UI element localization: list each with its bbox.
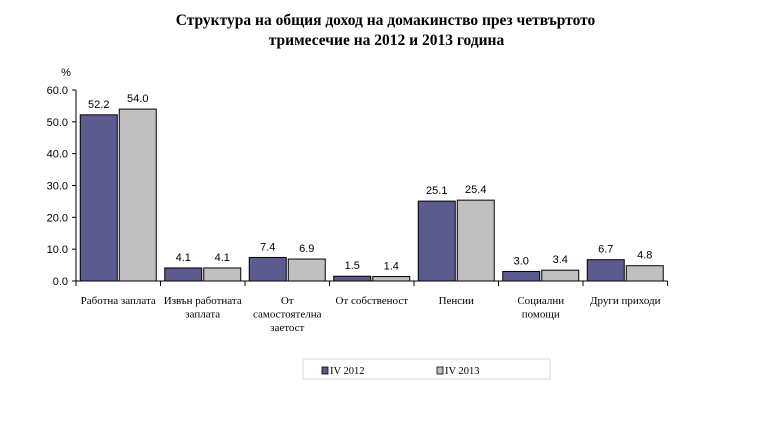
data-label: 1.5 bbox=[345, 260, 360, 272]
data-label: 7.4 bbox=[260, 241, 275, 253]
y-tick-label: 60.0 bbox=[47, 85, 68, 97]
bar bbox=[502, 270, 541, 282]
x-category-label: помощи bbox=[522, 309, 560, 321]
y-tick-label: 10.0 bbox=[47, 244, 68, 256]
x-category-label: самостоятелна bbox=[253, 309, 322, 321]
data-label: 4.1 bbox=[176, 252, 191, 264]
x-category-label: Извън работната bbox=[164, 295, 242, 307]
x-category-label: Социални bbox=[517, 295, 564, 307]
bar bbox=[456, 199, 495, 282]
x-category-label: Пенсии bbox=[439, 295, 474, 307]
chart-title-line-2: тримесечие на 2012 и 2013 година bbox=[268, 32, 505, 49]
y-axis-unit-label: % bbox=[61, 67, 71, 79]
legend-swatch bbox=[436, 366, 444, 375]
bar bbox=[372, 276, 411, 282]
data-label: 6.7 bbox=[598, 244, 613, 256]
data-label: 25.1 bbox=[426, 185, 447, 197]
x-category-label: От собственост bbox=[335, 295, 408, 307]
bar bbox=[248, 256, 287, 282]
bar bbox=[203, 267, 242, 282]
y-tick-label: 20.0 bbox=[47, 212, 68, 224]
bar bbox=[287, 258, 326, 282]
data-label: 4.1 bbox=[215, 252, 230, 264]
x-category-label: Други приходи bbox=[590, 295, 661, 307]
legend-label: IV 2012 bbox=[330, 366, 365, 377]
data-label: 54.0 bbox=[127, 93, 148, 105]
chart-title: Структура на общия доход на домакинство … bbox=[0, 11, 759, 51]
data-label: 1.4 bbox=[384, 261, 399, 273]
x-category-label: От bbox=[281, 295, 294, 307]
legend-swatch bbox=[321, 366, 329, 375]
data-label: 52.2 bbox=[88, 99, 109, 111]
legend-label: IV 2013 bbox=[445, 366, 480, 377]
bar bbox=[118, 108, 157, 282]
bar bbox=[541, 269, 580, 282]
bar bbox=[625, 265, 664, 282]
bar bbox=[79, 114, 118, 282]
x-category-label: Работна заплата bbox=[81, 295, 156, 307]
chart-title-line-1: Структура на общия доход на домакинство … bbox=[175, 12, 596, 29]
legend-box bbox=[302, 358, 551, 380]
y-tick-label: 40.0 bbox=[47, 149, 68, 161]
bar bbox=[164, 267, 203, 282]
data-label: 6.9 bbox=[299, 243, 314, 255]
x-category-label: заплата bbox=[185, 309, 220, 321]
bar bbox=[586, 259, 625, 282]
data-label: 4.8 bbox=[637, 250, 652, 262]
bar bbox=[333, 275, 372, 282]
data-label: 25.4 bbox=[465, 184, 486, 196]
y-tick-label: 30.0 bbox=[47, 181, 68, 193]
bar bbox=[417, 200, 456, 282]
data-label: 3.0 bbox=[514, 255, 529, 267]
y-tick-label: 50.0 bbox=[47, 117, 68, 129]
x-category-label: заетост bbox=[270, 322, 304, 334]
y-tick-label: 0.0 bbox=[53, 276, 68, 288]
data-label: 3.4 bbox=[553, 254, 568, 266]
